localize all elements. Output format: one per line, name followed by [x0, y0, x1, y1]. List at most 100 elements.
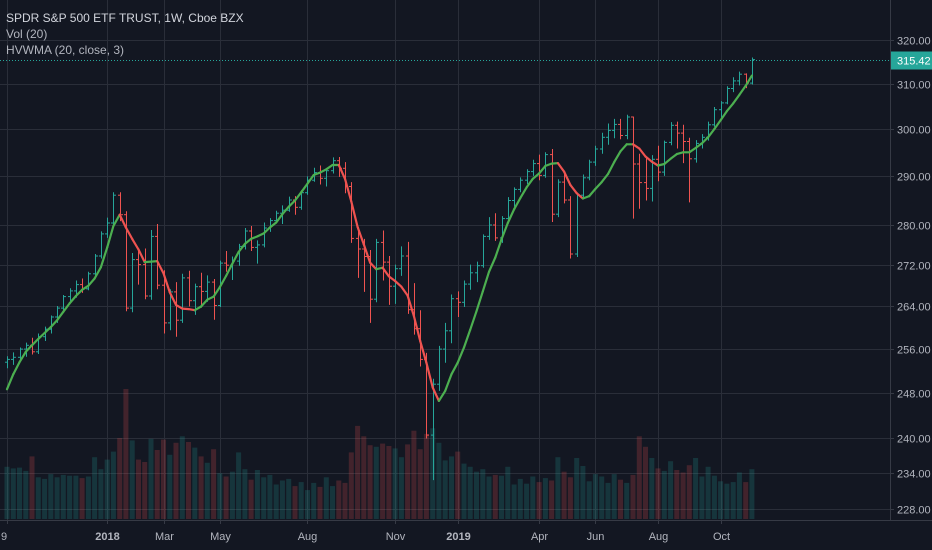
ohlc-bar[interactable]	[212, 279, 217, 320]
volume-bar	[499, 475, 504, 519]
ohlc-bar[interactable]	[136, 249, 141, 285]
ohlc-bar[interactable]	[381, 230, 386, 281]
ohlc-bar[interactable]	[531, 159, 536, 176]
hvwma-segment	[80, 284, 90, 291]
volume-bar	[73, 475, 79, 519]
ohlc-bar[interactable]	[694, 140, 699, 163]
ohlc-bar[interactable]	[431, 378, 436, 481]
ohlc-bar[interactable]	[512, 187, 517, 207]
ohlc-bar[interactable]	[600, 132, 605, 154]
ohlc-bar[interactable]	[99, 231, 104, 259]
ohlc-bar[interactable]	[687, 137, 692, 203]
ohlc-bar[interactable]	[581, 174, 586, 199]
ohlc-bar[interactable]	[662, 140, 667, 176]
ohlc-bar[interactable]	[255, 240, 260, 264]
ohlc-bar[interactable]	[224, 251, 229, 272]
ohlc-bar[interactable]	[750, 57, 755, 85]
ohlc-bar[interactable]	[205, 275, 210, 302]
ohlc-bar[interactable]	[675, 121, 680, 149]
ohlc-bar[interactable]	[105, 217, 110, 238]
ohlc-bar[interactable]	[180, 273, 185, 323]
volume-bar	[505, 466, 511, 519]
ohlc-bar[interactable]	[669, 122, 674, 146]
ohlc-bar[interactable]	[399, 246, 404, 276]
volume-bar	[179, 436, 185, 519]
symbol-title[interactable]: SPDR S&P 500 ETF TRUST, 1W, Cboe BZX	[6, 11, 244, 25]
ohlc-bar[interactable]	[644, 157, 649, 201]
ohlc-bar[interactable]	[612, 118, 617, 139]
ohlc-bar[interactable]	[606, 123, 611, 145]
ohlc-bar[interactable]	[725, 86, 730, 105]
ohlc-bar[interactable]	[462, 280, 467, 308]
ohlc-bar[interactable]	[11, 352, 16, 365]
ohlc-bar[interactable]	[556, 179, 561, 218]
ohlc-bar[interactable]	[493, 213, 498, 241]
ohlc-bar[interactable]	[174, 282, 179, 337]
ohlc-bar[interactable]	[61, 295, 66, 312]
ohlc-bar[interactable]	[5, 356, 10, 369]
hvwma-indicator-label[interactable]: HVWMA (20, close, 3)	[6, 43, 125, 57]
ohlc-bar[interactable]	[506, 197, 511, 222]
ohlc-bar[interactable]	[481, 234, 486, 268]
ohlc-bar[interactable]	[262, 222, 267, 248]
ohlc-bar[interactable]	[149, 230, 154, 300]
ohlc-bar[interactable]	[550, 149, 555, 222]
ohlc-bar[interactable]	[130, 253, 135, 313]
ohlc-bar[interactable]	[618, 118, 623, 140]
price-axis[interactable]: 320.00 310.00 300.00 290.00 280.00 272.00 264.…	[890, 36, 931, 517]
volume-bar	[417, 449, 423, 519]
ohlc-bar[interactable]	[287, 196, 292, 212]
ohlc-bar[interactable]	[719, 101, 724, 118]
volume-bar	[229, 471, 235, 519]
ohlc-bar[interactable]	[568, 196, 573, 259]
ohlc-bar[interactable]	[199, 272, 204, 308]
ohlc-bar[interactable]	[111, 192, 116, 225]
ohlc-bar[interactable]	[93, 254, 98, 276]
ohlc-bar[interactable]	[587, 159, 592, 181]
ohlc-bar[interactable]	[449, 294, 454, 344]
ohlc-bar[interactable]	[387, 256, 392, 305]
ohlc-bar[interactable]	[86, 271, 91, 291]
ohlc-bar[interactable]	[143, 248, 148, 300]
ohlc-bar[interactable]	[155, 224, 160, 290]
ohlc-bar[interactable]	[562, 173, 567, 204]
ohlc-bar[interactable]	[187, 270, 192, 307]
ohlc-bar[interactable]	[468, 264, 473, 290]
ohlc-bar[interactable]	[731, 77, 736, 93]
ohlc-bar[interactable]	[681, 124, 686, 164]
volume-indicator-label[interactable]: Vol (20)	[6, 27, 48, 41]
ohlc-bar[interactable]	[712, 107, 717, 127]
volume-bar	[110, 451, 116, 519]
price-tick-label: 240.00	[897, 434, 931, 446]
ohlc-bar[interactable]	[349, 182, 354, 243]
time-axis[interactable]: 9 2018 Mar May Aug Nov 2019 Apr Jun Aug Oct	[1, 520, 730, 543]
ohlc-bar[interactable]	[631, 116, 636, 219]
ohlc-bar[interactable]	[162, 270, 167, 334]
price-tick-label: 228.00	[897, 505, 931, 517]
ohlc-bar[interactable]	[475, 261, 480, 283]
volume-bar	[561, 471, 567, 519]
ohlc-bar[interactable]	[625, 114, 630, 140]
ohlc-bar[interactable]	[456, 291, 461, 317]
ohlc-bar[interactable]	[374, 238, 379, 303]
hvwma-segment	[494, 238, 503, 259]
ohlc-bar[interactable]	[593, 145, 598, 166]
time-tick-label: Oct	[713, 531, 730, 543]
ohlc-bar[interactable]	[324, 168, 329, 187]
ohlc-bar[interactable]	[356, 227, 361, 278]
volume-bar	[336, 480, 342, 519]
ohlc-bar[interactable]	[18, 347, 23, 361]
time-tick-label: 2019	[446, 531, 470, 543]
ohlc-bar[interactable]	[537, 154, 542, 181]
ohlc-bar[interactable]	[656, 145, 661, 182]
ohlc-bar[interactable]	[637, 153, 642, 209]
ohlc-bar[interactable]	[393, 264, 398, 304]
ohlc-bar[interactable]	[487, 217, 492, 240]
ohlc-bar[interactable]	[525, 169, 530, 185]
ohlc-bar[interactable]	[737, 71, 742, 86]
ohlc-bar[interactable]	[443, 322, 448, 363]
ohlc-bar[interactable]	[437, 345, 442, 391]
ohlc-bar[interactable]	[518, 177, 523, 193]
hvwma-segment	[512, 197, 522, 211]
